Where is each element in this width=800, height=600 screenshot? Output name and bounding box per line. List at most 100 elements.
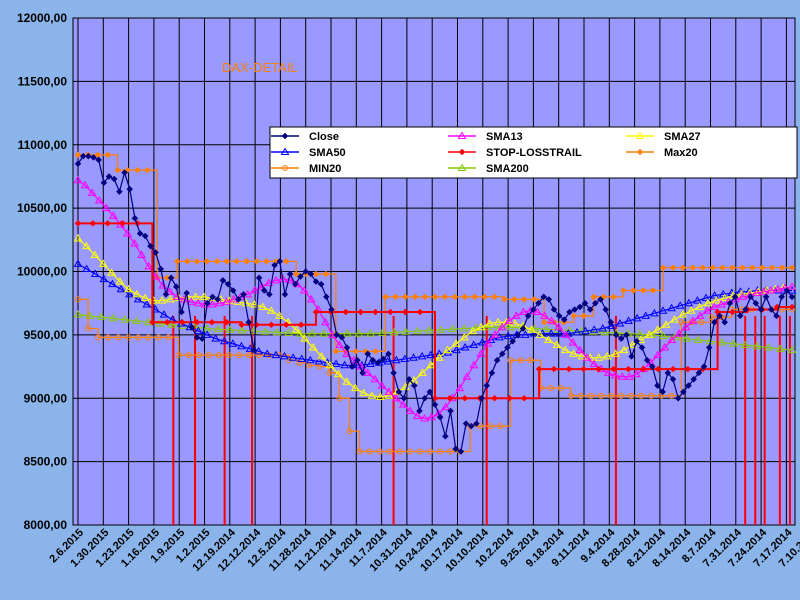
sma50-point: [667, 303, 676, 312]
sma13-point: [405, 406, 415, 414]
close-point: [571, 306, 579, 313]
sma200-point: [471, 323, 481, 331]
min20-point: [165, 334, 172, 341]
close-point: [643, 356, 651, 364]
close-point: [255, 274, 263, 282]
sma50-point: [391, 355, 401, 364]
max20-point: [629, 287, 637, 294]
close-point: [240, 290, 247, 298]
sma27-point: [661, 320, 671, 328]
sma50-point: [658, 306, 668, 314]
close-point: [731, 293, 739, 301]
sma27-point: [334, 369, 343, 378]
legend: Close SMA13 SMA27 SMA50 STOP-LOSSTRAIL Max20 M…: [269, 126, 798, 179]
sma50-point: [615, 318, 625, 327]
close-point: [333, 331, 341, 339]
close-point: [224, 280, 232, 288]
sma200-point: [97, 312, 106, 321]
sma27-point: [157, 296, 167, 304]
series-line-min20: [78, 298, 792, 453]
min20-point: [477, 423, 484, 430]
sma50-point: [288, 353, 298, 361]
max20-point: [144, 166, 151, 174]
max20-point: [223, 258, 231, 265]
sma27-point: [199, 292, 209, 300]
sma13-point: [688, 316, 698, 324]
sma27-point: [678, 310, 688, 318]
close-point: [659, 388, 667, 396]
max20-point: [709, 264, 717, 272]
max20-point: [778, 264, 786, 272]
sma50-point: [383, 357, 393, 365]
sma13-point: [398, 400, 408, 408]
close-point: [773, 312, 780, 320]
sma50-point: [305, 355, 315, 364]
close-point: [617, 335, 625, 343]
max20-point: [689, 264, 697, 272]
sma50-point: [452, 345, 461, 354]
sma200-point: [237, 325, 247, 334]
close-point: [447, 407, 454, 415]
sma13-point: [738, 292, 747, 300]
sma27-point: [602, 351, 612, 360]
sma200-point: [214, 324, 223, 333]
sma200-point: [120, 315, 130, 323]
sma200-point: [787, 345, 797, 354]
close-point: [628, 353, 635, 360]
stop-losstrail-point: [654, 365, 662, 373]
max20-point: [729, 264, 736, 272]
min20-point: [567, 392, 574, 399]
close-point: [79, 152, 87, 160]
sma13-point: [681, 322, 691, 331]
max20-point: [263, 258, 270, 265]
stop-losstrail-point: [580, 365, 588, 373]
sma50-point: [245, 344, 255, 352]
close-point: [131, 214, 139, 222]
close-point: [467, 422, 475, 430]
close-point: [297, 273, 304, 280]
close-point: [121, 169, 128, 176]
close-point: [162, 290, 170, 298]
sma200-point: [225, 325, 235, 333]
sma200-point: [658, 331, 668, 340]
legend-label: SMA13: [486, 131, 523, 143]
sma200-point: [448, 324, 457, 333]
sma27-point: [552, 340, 562, 349]
sma50-point: [581, 326, 590, 335]
legend-sma200-point: [457, 163, 467, 171]
min20-point: [628, 392, 635, 399]
min20-point: [668, 392, 675, 399]
close-point: [555, 312, 563, 320]
close-point: [338, 334, 346, 341]
max20-point: [768, 264, 776, 272]
min20-point: [618, 392, 625, 399]
close-point: [354, 356, 361, 364]
min20-point: [507, 357, 514, 364]
legend-sma27-point: [635, 131, 645, 139]
stop-losstrail-point: [342, 308, 350, 316]
close-point: [441, 432, 449, 440]
close-point: [483, 382, 491, 389]
close-point: [726, 299, 734, 307]
sma50-point: [73, 259, 83, 267]
legend-entry-close: Close: [271, 131, 339, 143]
sma50-point: [469, 340, 479, 349]
sma13-point: [497, 322, 507, 331]
min20-point: [517, 357, 524, 364]
close-point: [390, 369, 397, 377]
close-point: [405, 375, 413, 383]
max20-point: [699, 264, 707, 272]
min20-point: [85, 325, 92, 332]
y-tick-label: 11500,00: [18, 74, 68, 88]
min20-point: [326, 369, 333, 376]
sma27-point: [619, 345, 629, 354]
close-point: [95, 156, 103, 164]
sma27-point: [266, 306, 276, 314]
close-point: [473, 420, 480, 427]
sma50-point: [606, 321, 616, 330]
close-point: [586, 306, 594, 313]
legend-entry-sma13: SMA13: [448, 131, 523, 143]
close-point: [286, 270, 294, 278]
sma13-point: [660, 343, 670, 351]
stop-losstrail-point: [282, 321, 290, 329]
